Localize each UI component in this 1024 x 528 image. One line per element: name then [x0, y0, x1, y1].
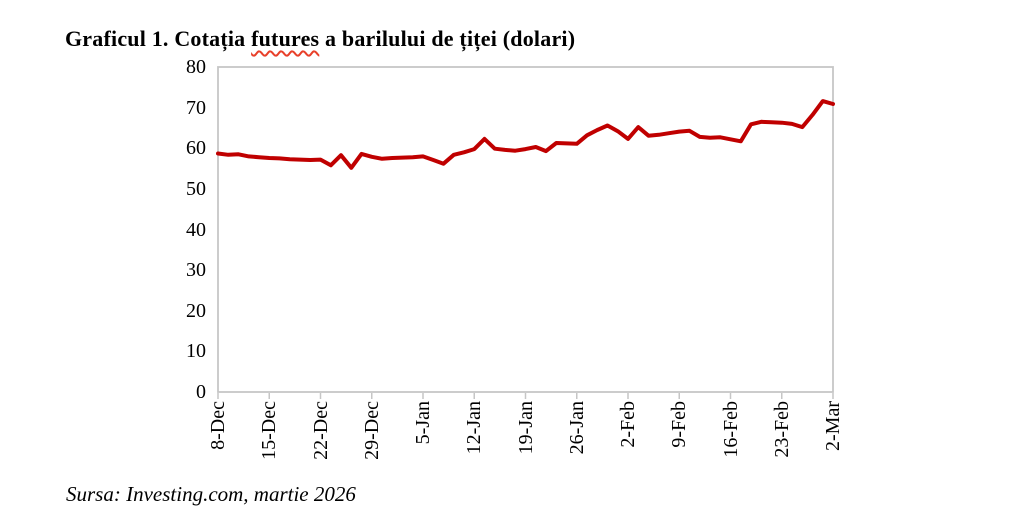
price-line [216, 99, 835, 170]
x-axis-tick-label: 2-Mar [822, 401, 844, 451]
chart-title: Graficul 1. Cotația futures a barilului … [65, 26, 575, 52]
x-axis-tick-label: 26-Jan [565, 401, 588, 455]
plot-area-border [217, 66, 834, 393]
x-axis-tick-label: 19-Jan [514, 401, 537, 455]
x-axis-tick-label: 16-Feb [719, 401, 742, 458]
chart-title-prefix: Graficul 1. Cotația [65, 26, 252, 51]
x-axis-tick-label: 15-Dec [258, 401, 281, 460]
x-axis-tick-label: 12-Jan [463, 401, 486, 455]
x-axis-tick-label: 2-Feb [617, 401, 639, 448]
y-axis-tick-label: 10 [186, 340, 206, 363]
x-axis-tick-label: 8-Dec [207, 401, 229, 450]
y-axis-tick-label: 60 [186, 137, 206, 160]
y-axis-tick-label: 70 [186, 96, 206, 119]
y-axis-tick-label: 20 [186, 299, 206, 322]
chart-title-suffix: a barilului de țiței (dolari) [319, 26, 576, 51]
x-axis-tick-label: 23-Feb [770, 401, 793, 458]
source-note: Sursa: Investing.com, martie 2026 [66, 482, 356, 506]
x-axis-tick-label: 9-Feb [668, 401, 691, 448]
y-axis-tick-label: 50 [186, 177, 206, 200]
x-axis-tick-label: 29-Dec [360, 401, 383, 460]
x-axis-tick-marks [217, 393, 834, 399]
y-axis-tick-label: 30 [186, 259, 206, 282]
x-axis-tick-label: 22-Dec [309, 401, 332, 460]
x-axis-tick-label: 5-Jan [412, 401, 434, 445]
y-axis-tick-label: 80 [186, 56, 206, 78]
y-axis-tick-label: 0 [196, 381, 206, 403]
chart-title-spellchecked-word: futures [251, 26, 320, 51]
y-axis-tick-label: 40 [186, 218, 206, 241]
